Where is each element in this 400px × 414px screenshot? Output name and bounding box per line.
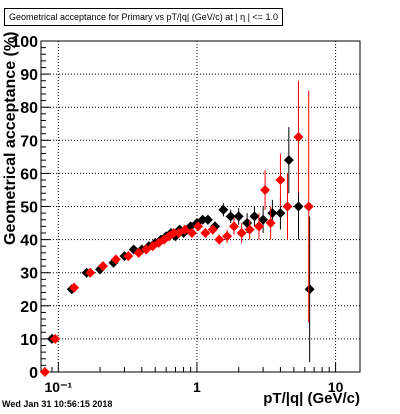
data-point xyxy=(282,201,293,212)
y-tick-label: 50 xyxy=(20,200,38,217)
data-point xyxy=(168,227,179,238)
data-point xyxy=(180,224,191,235)
y-tick-label: 30 xyxy=(20,266,38,283)
data-point xyxy=(275,208,286,219)
x-axis-label: pT/|q| (GeV/c) xyxy=(263,390,360,407)
data-point xyxy=(293,201,304,212)
data-point xyxy=(236,227,247,238)
data-point xyxy=(133,247,144,258)
x-tick-label: 10 xyxy=(328,379,344,395)
data-point xyxy=(110,254,121,265)
data-point xyxy=(193,221,204,232)
data-point xyxy=(265,218,276,229)
data-point xyxy=(258,214,269,225)
y-tick-label: 80 xyxy=(20,100,38,117)
y-tick-label: 0 xyxy=(29,365,38,382)
data-point xyxy=(293,131,304,142)
data-point xyxy=(283,155,294,166)
data-point xyxy=(50,333,61,344)
data-point xyxy=(228,221,239,232)
data-point xyxy=(69,282,80,293)
data-point xyxy=(123,251,134,262)
data-point xyxy=(207,224,218,235)
data-point xyxy=(260,184,271,195)
data-point xyxy=(200,227,211,238)
data-point xyxy=(202,214,213,225)
data-point xyxy=(275,175,286,186)
data-point xyxy=(186,227,197,238)
x-tick-label: 1 xyxy=(193,379,201,395)
data-point xyxy=(304,284,315,295)
data-point xyxy=(197,214,208,225)
data-point xyxy=(85,267,96,278)
y-tick-label: 10 xyxy=(20,332,38,349)
y-tick-label: 100 xyxy=(11,34,38,51)
y-axis-label: Geometrical acceptance (%) xyxy=(2,31,19,245)
chart-axes: 0 10 20 30 40 50 60 70 80 90 100 10⁻¹ 1 10 xyxy=(11,34,361,395)
data-point xyxy=(218,204,229,215)
data-point xyxy=(253,221,264,232)
data-point xyxy=(39,367,50,377)
data-point xyxy=(97,261,108,272)
data-point xyxy=(222,231,233,242)
data-point xyxy=(214,234,225,245)
chart-title: Geometrical acceptance for Primary vs pT… xyxy=(4,8,283,26)
data-point xyxy=(225,211,236,222)
y-tick-label: 70 xyxy=(20,133,38,150)
timestamp: Wed Jan 31 10:56:15 2018 xyxy=(2,399,113,409)
y-tick-label: 20 xyxy=(20,299,38,316)
y-tick-label: 90 xyxy=(20,67,38,84)
x-tick-label: 10⁻¹ xyxy=(45,379,73,395)
data-point xyxy=(233,211,244,222)
chart-grid xyxy=(41,41,360,372)
data-point xyxy=(249,211,260,222)
y-tick-label: 40 xyxy=(20,233,38,250)
y-tick-label: 60 xyxy=(20,166,38,183)
chart-series xyxy=(39,80,315,377)
data-point xyxy=(244,224,255,235)
data-point xyxy=(267,208,278,219)
data-point xyxy=(303,201,314,212)
